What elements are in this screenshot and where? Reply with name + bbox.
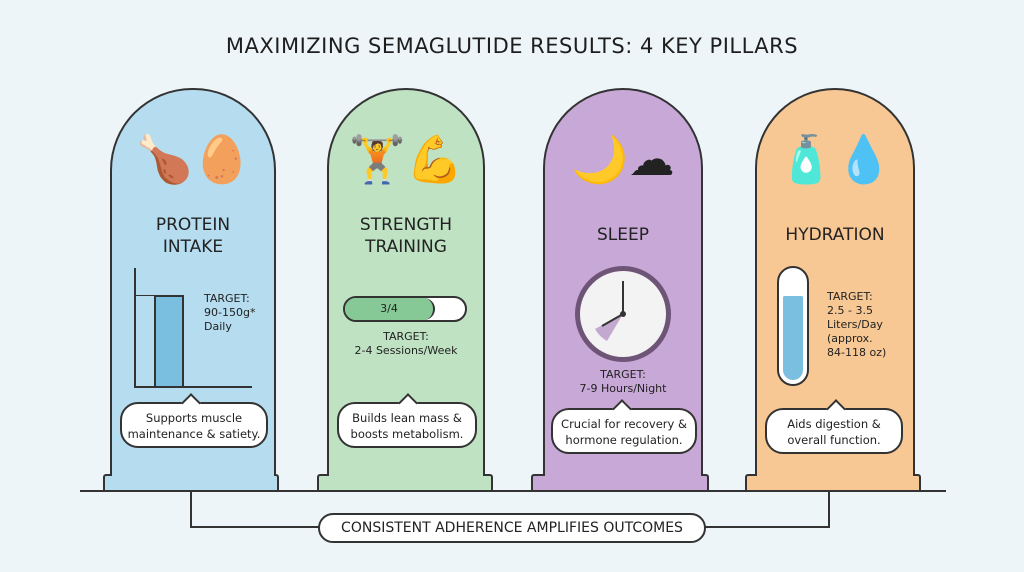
hydration-note: Aids digestion & overall function. <box>765 408 903 454</box>
water-bottle-glass-icon: 🧴💧 <box>777 132 893 186</box>
meat-egg-icon: 🍗🥚 <box>135 132 251 186</box>
protein-bar-chart <box>134 268 252 388</box>
pillar-title: STRENGTH TRAINING <box>359 215 453 257</box>
pillar-strength: 🏋💪 STRENGTH TRAINING 3/4 TARGET: 2-4 Sessi… <box>327 88 485 476</box>
pillar-title: SLEEP <box>597 225 649 245</box>
sleep-note: Crucial for recovery & hormone regulation… <box>551 408 697 454</box>
strength-note: Builds lean mass & boosts metabolism. <box>337 402 477 448</box>
sessions-progress-bar: 3/4 <box>343 296 467 322</box>
sleep-target: TARGET: 7-9 Hours/Night <box>579 368 667 395</box>
pillar-sleep: 🌙☁ SLEEP TARGET: 7-9 Hours/Night Crucial … <box>543 88 703 476</box>
hydration-pillar-base <box>745 474 921 490</box>
hydration-target: TARGET: 2.5 - 3.5 Liters/Day (approx. 84-118… <box>827 290 887 359</box>
protein-note: Supports muscle maintenance & satiety. <box>120 402 268 448</box>
protein-target: TARGET: 90-150g* Daily <box>204 292 256 333</box>
strength-target: TARGET: 2-4 Sessions/Week <box>354 330 458 357</box>
connector-right <box>705 492 830 528</box>
pillar-hydration: 🧴💧 HYDRATION TARGET: 2.5 - 3.5 Liters/Day(… <box>755 88 915 476</box>
pillar-title: HYDRATION <box>785 225 885 245</box>
connector-left <box>190 492 320 528</box>
clock-icon <box>575 266 671 362</box>
moon-cloud-icon: 🌙☁ <box>571 132 675 186</box>
ground-line <box>80 490 946 492</box>
page-title: MAXIMIZING SEMAGLUTIDE RESULTS: 4 KEY PI… <box>225 34 799 58</box>
pillar-protein: 🍗🥚 PROTEIN INTAKE TARGET: 90-150g* Daily Su… <box>110 88 276 476</box>
progress-fill: 3/4 <box>345 298 435 320</box>
protein-bar <box>154 295 184 386</box>
pillar-title: PROTEIN INTAKE <box>155 215 231 257</box>
strength-pillar-base <box>317 474 493 490</box>
sleep-pillar-base <box>531 474 709 490</box>
adherence-banner: CONSISTENT ADHERENCE AMPLIFIES OUTCOMES <box>318 513 706 543</box>
protein-pillar-base <box>103 474 279 490</box>
water-tube <box>777 266 809 386</box>
dumbbell-bicep-icon: 🏋💪 <box>348 132 464 186</box>
